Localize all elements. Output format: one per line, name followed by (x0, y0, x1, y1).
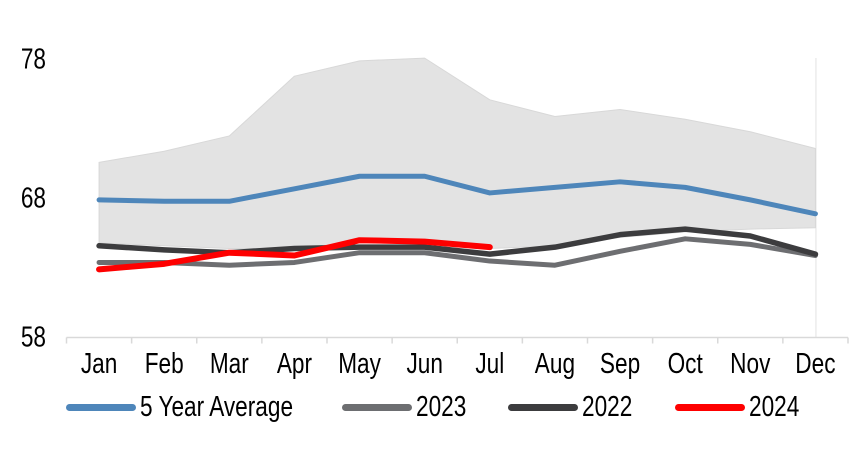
legend-item-2023: 2023 (342, 391, 481, 423)
legend-item-2022: 2022 (508, 391, 647, 423)
legend-line-swatch (342, 403, 412, 411)
legend-line-swatch (66, 403, 136, 411)
series-line-2024 (96, 237, 493, 273)
line-chart-plot: 78 68 58 Jan Feb Mar Apr May Jun Jul Aug Sep Oct Nov D… (21, 42, 849, 380)
legend-label: 5 Year Average (140, 391, 294, 423)
legend-item-5-year-average: 5 Year Average (66, 391, 336, 423)
x-axis-label-feb: Feb (145, 346, 184, 379)
legend-line-swatch (508, 403, 578, 411)
legend-label: 2022 (582, 391, 633, 423)
x-axis-label-mar: Mar (210, 346, 249, 379)
y-axis-label: 58 (21, 320, 46, 353)
x-axis-label-nov: Nov (730, 346, 770, 379)
legend-item-2024: 2024 (675, 391, 814, 423)
series-line-2023 (96, 236, 818, 268)
legend-line-swatch (675, 403, 745, 411)
x-axis-label-jun: Jun (406, 346, 442, 379)
legend-label: 2024 (749, 391, 800, 423)
x-axis-label-apr: Apr (277, 346, 312, 379)
series-line-5-year-average (96, 173, 818, 217)
x-axis-label-dec: Dec (795, 346, 835, 379)
y-axis-label: 68 (21, 181, 46, 214)
x-axis-label-jan: Jan (81, 346, 117, 379)
chart-legend: 5 Year Average 2023 2022 2024 (0, 393, 852, 423)
y-axis-label: 78 (21, 42, 46, 75)
x-axis-label-sep: Sep (600, 346, 640, 379)
legend-label: 2023 (416, 391, 467, 423)
band-5-year-range (98, 57, 816, 250)
x-axis-label-aug: Aug (535, 346, 575, 379)
x-axis-label-oct: Oct (668, 346, 704, 379)
x-axis-label-may: May (338, 346, 381, 379)
x-axis-label-jul: Jul (475, 346, 504, 379)
